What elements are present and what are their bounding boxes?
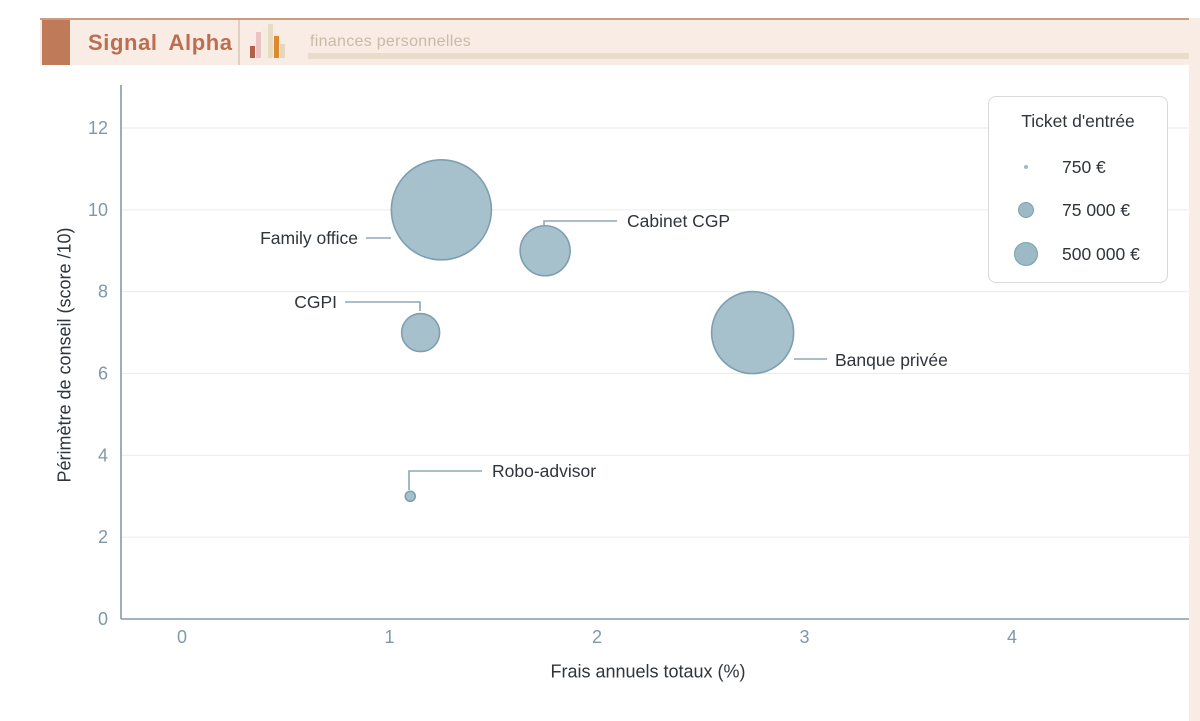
bubble-cgpi[interactable]	[400, 312, 441, 353]
legend-ticket-entree: Ticket d'entrée 750 € 75 000 € 500 000 €	[988, 96, 1168, 283]
bubble-robo-advisor[interactable]	[404, 490, 417, 503]
legend-item-75000: 75 000 €	[1006, 196, 1159, 224]
y-tick-10: 10	[88, 200, 108, 220]
annotation-line-cabinet-cgp	[543, 220, 617, 226]
y-tick-8: 8	[98, 282, 108, 302]
bubble-cabinet-cgp[interactable]	[519, 224, 571, 277]
annotation-label-robo-advisor: Robo-advisor	[492, 461, 596, 481]
x-tick-3: 3	[799, 627, 809, 647]
x-tick-1: 1	[384, 627, 394, 647]
bar-chart-icon-bar	[280, 44, 285, 58]
annotation-label-cabinet-cgp: Cabinet CGP	[627, 211, 730, 231]
x-tick-0: 0	[177, 627, 187, 647]
y-tick-12: 12	[88, 118, 108, 138]
annotation-line-robo-advisor	[408, 470, 482, 490]
legend-label: 750 €	[1062, 156, 1106, 177]
x-tick-2: 2	[592, 627, 602, 647]
legend-dot-cell	[1006, 242, 1046, 266]
bar-chart-icon-bar	[250, 46, 255, 58]
legend-item-750: 750 €	[1006, 153, 1159, 181]
brand-title: Signal Alpha	[88, 30, 233, 55]
header-subtitle: finances personnelles	[310, 33, 472, 50]
app-header: Signal Alpha finances personnelles	[40, 18, 1200, 65]
legend-title: Ticket d'entrée	[1021, 111, 1135, 131]
legend-item-500000: 500 000 €	[1006, 240, 1159, 268]
brand-block	[42, 20, 70, 65]
bar-chart-icon-bar	[268, 24, 273, 58]
annotation-label-family-office: Family office	[260, 228, 358, 248]
y-tick-0: 0	[98, 609, 108, 629]
annotation-line-cgpi	[345, 301, 421, 311]
header-divider	[238, 20, 240, 65]
x-tick-4: 4	[1007, 627, 1017, 647]
bar-chart-icon-bar	[274, 36, 279, 58]
legend-label: 75 000 €	[1062, 199, 1131, 220]
y-axis-title: Périmètre de conseil (score /10)	[54, 227, 75, 483]
bubble-size-large-icon	[1014, 242, 1038, 266]
bubble-family-office[interactable]	[390, 159, 493, 261]
bubble-size-small-icon	[1024, 165, 1028, 169]
y-tick-4: 4	[98, 445, 108, 465]
subtitle-underline	[308, 53, 1200, 59]
y-tick-6: 6	[98, 363, 108, 383]
legend-dot-cell	[1006, 202, 1046, 218]
bar-chart-icon	[250, 22, 290, 58]
y-tick-2: 2	[98, 527, 108, 547]
bar-chart-icon-bar	[256, 32, 261, 58]
bar-chart-icon-bar	[262, 28, 267, 58]
bubble-banque-priv-e[interactable]	[710, 290, 795, 375]
annotation-label-banque-priv-e: Banque privée	[835, 350, 948, 370]
x-axis-title: Frais annuels totaux (%)	[550, 661, 746, 682]
bubble-size-medium-icon	[1018, 202, 1034, 218]
annotation-label-cgpi: CGPI	[294, 292, 337, 312]
right-margin-strip	[1189, 18, 1200, 721]
legend-dot-cell	[1006, 165, 1046, 169]
legend-label: 500 000 €	[1062, 243, 1140, 264]
